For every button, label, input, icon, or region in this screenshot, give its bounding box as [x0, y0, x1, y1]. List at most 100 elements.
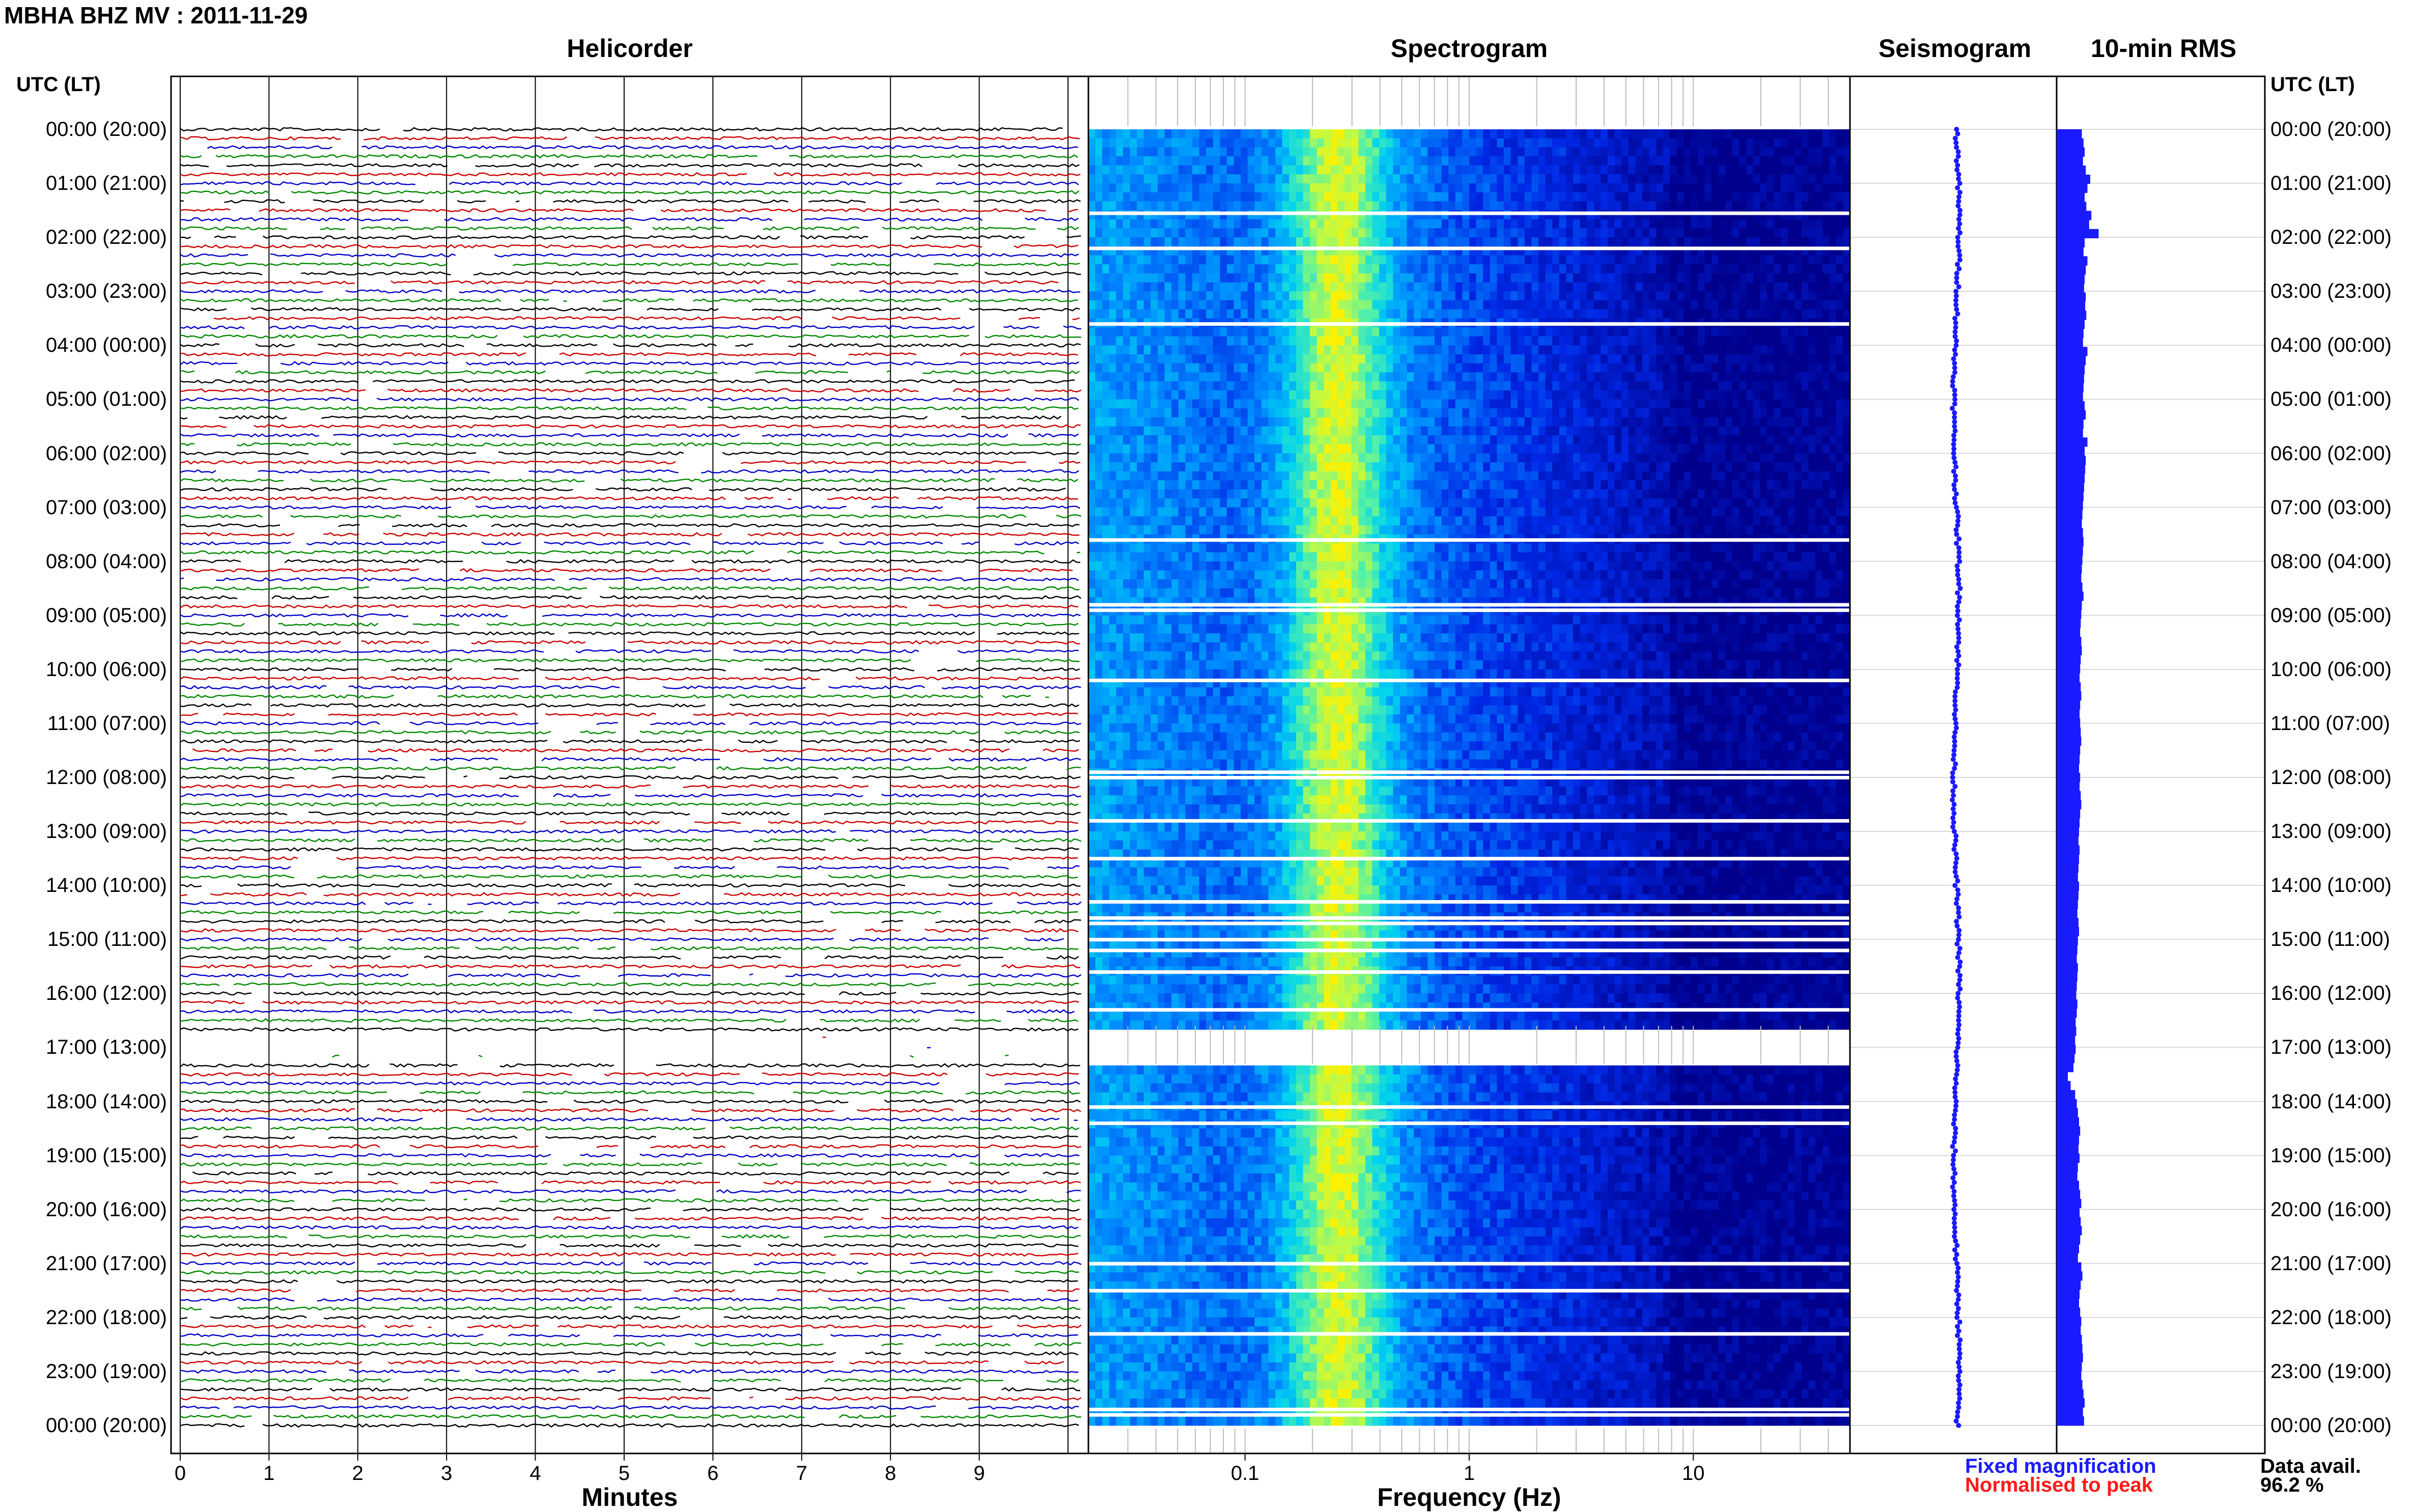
spectrogram-cell	[1220, 498, 1227, 508]
spectrogram-cell	[1760, 399, 1767, 408]
spectrogram-cell	[1649, 174, 1657, 183]
spectrogram-cell	[1269, 147, 1276, 156]
spectrogram-cell	[1282, 435, 1289, 444]
spectrogram-cell	[1206, 337, 1213, 346]
spectrogram-cell	[1774, 381, 1781, 390]
spectrogram-cell	[1352, 390, 1359, 400]
spectrogram-cell	[1165, 481, 1172, 490]
spectrogram-cell	[1303, 273, 1310, 283]
spectrogram-cell	[1469, 183, 1476, 192]
spectrogram-cell	[1289, 327, 1296, 337]
spectrogram-cell	[1171, 256, 1179, 265]
spectrogram-cell	[1483, 498, 1490, 508]
spectrogram-cell	[1282, 508, 1289, 517]
spectrogram-cell	[1573, 219, 1580, 229]
spectrogram-cell	[1455, 237, 1463, 246]
spectrogram-cell	[1289, 229, 1296, 238]
spectrogram-cell	[1455, 435, 1463, 444]
spectrogram-cell	[1096, 138, 1103, 148]
spectrogram-cell	[1448, 345, 1455, 354]
spectrogram-cell	[1518, 444, 1525, 454]
spectrogram-cell	[1421, 471, 1428, 481]
spectrogram-cell	[1234, 462, 1241, 471]
spectrogram-cell	[1580, 471, 1587, 481]
spectrogram-cell	[1746, 508, 1753, 517]
spectrogram-cell	[1497, 498, 1504, 508]
spectrogram-cell	[1504, 165, 1511, 175]
spectrogram-cell	[1227, 129, 1234, 138]
helicorder-trace	[180, 1424, 1079, 1427]
spectrogram-cell	[1518, 489, 1525, 498]
spectrogram-cell	[1594, 498, 1601, 508]
spectrogram-cell	[1393, 156, 1400, 165]
spectrogram-cell	[1822, 229, 1830, 238]
spectrogram-cell	[1310, 417, 1317, 427]
spectrogram-cell	[1601, 264, 1608, 273]
spectrogram-cell	[1635, 256, 1642, 265]
spectrogram-cell	[1352, 399, 1359, 408]
spectrogram-cell	[1427, 273, 1435, 283]
spectrogram-cell	[1116, 129, 1123, 138]
spectrogram-cell	[1192, 427, 1199, 436]
spectrogram-cell	[1483, 291, 1490, 300]
spectrogram-cell	[1220, 462, 1227, 471]
spectrogram-cell	[1116, 372, 1123, 381]
spectrogram-cell	[1739, 462, 1746, 471]
spectrogram-cell	[1497, 363, 1504, 373]
spectrogram-cell	[1372, 256, 1380, 265]
spectrogram-cell	[1185, 372, 1192, 381]
spectrogram-cell	[1116, 354, 1123, 363]
helicorder-trace	[180, 1001, 1079, 1004]
spectrogram-cell	[1829, 427, 1836, 436]
spectrogram-cell	[1677, 165, 1684, 175]
spectrogram-cell	[1435, 471, 1442, 481]
spectrogram-cell	[1435, 417, 1442, 427]
spectrogram-cell	[1829, 138, 1836, 148]
spectrogram-cell	[1151, 372, 1158, 381]
spectrogram-cell	[1608, 408, 1615, 417]
spectrogram-cell	[1538, 444, 1546, 454]
spectrogram-cell	[1836, 454, 1843, 463]
spectrogram-cell	[1227, 201, 1234, 210]
spectrogram-cell	[1400, 283, 1407, 292]
spectrogram-cell	[1400, 156, 1407, 165]
spectrogram-cell	[1608, 372, 1615, 381]
spectrogram-cell	[1344, 174, 1352, 183]
spectrogram-cell	[1483, 489, 1490, 498]
spectrogram-cell	[1621, 408, 1629, 417]
spectrogram-cell	[1546, 435, 1553, 444]
spectrogram-cell	[1269, 229, 1276, 238]
spectrogram-cell	[1344, 372, 1352, 381]
helicorder-trace	[180, 569, 1073, 572]
spectrogram-cell	[1469, 427, 1476, 436]
spectrogram-cell	[1303, 354, 1310, 363]
spectrogram-cell	[1483, 129, 1490, 138]
spectrogram-cell	[1490, 156, 1497, 165]
spectrogram-cell	[1822, 508, 1830, 517]
spectrogram-cell	[1476, 300, 1483, 310]
spectrogram-cell	[1663, 508, 1670, 517]
spectrogram-cell	[1601, 129, 1608, 138]
spectrogram-cell	[1546, 399, 1553, 408]
spectrogram-cell	[1462, 508, 1469, 517]
spectrogram-cell	[1158, 462, 1165, 471]
spectrogram-cell	[1794, 337, 1802, 346]
spectrogram-cell	[1504, 427, 1511, 436]
spectrogram-cell	[1704, 399, 1711, 408]
spectrogram-cell	[1109, 427, 1116, 436]
spectrogram-cell	[1767, 498, 1774, 508]
spectrogram-cell	[1760, 471, 1767, 481]
spectrogram-cell	[1303, 399, 1310, 408]
spectrogram-cell	[1455, 354, 1463, 363]
spectrogram-cell	[1725, 363, 1732, 373]
spectrogram-cell	[1352, 327, 1359, 337]
spectrogram-cell	[1158, 417, 1165, 427]
spectrogram-cell	[1760, 498, 1767, 508]
spectrogram-cell	[1338, 337, 1345, 346]
spectrogram-cell	[1698, 498, 1705, 508]
spectrogram-cell	[1151, 435, 1158, 444]
spectrogram-cell	[1552, 427, 1559, 436]
spectrogram-cell	[1642, 408, 1649, 417]
spectrogram-cell	[1365, 454, 1372, 463]
spectrogram-cell	[1393, 201, 1400, 210]
